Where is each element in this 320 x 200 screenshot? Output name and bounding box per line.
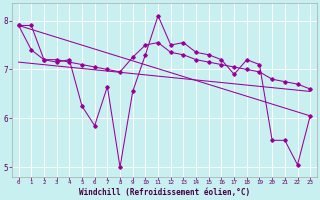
X-axis label: Windchill (Refroidissement éolien,°C): Windchill (Refroidissement éolien,°C) [79, 188, 250, 197]
